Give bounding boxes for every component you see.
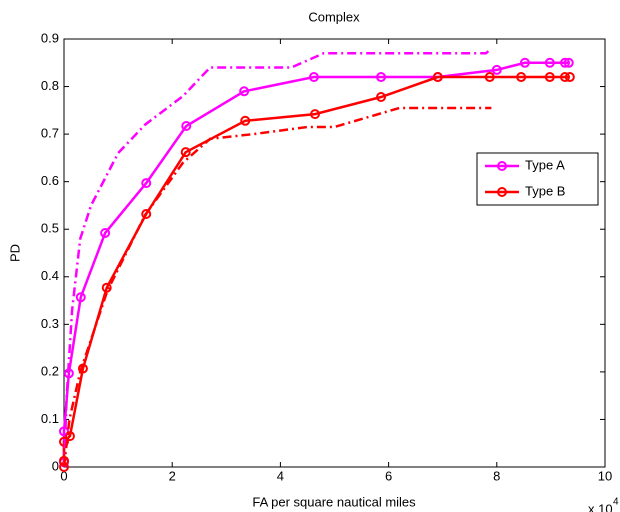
data-point (376, 72, 387, 83)
y-tick-label: 0 (52, 458, 59, 473)
data-point (240, 115, 251, 126)
data-point (181, 121, 192, 132)
y-tick-label: 0.1 (41, 411, 59, 426)
x-scale-base: x 10 (588, 501, 613, 512)
x-tick-label: 6 (385, 468, 392, 483)
data-point (64, 431, 75, 442)
data-point (432, 72, 443, 83)
y-tick-label: 0.8 (41, 78, 59, 93)
data-point (516, 72, 527, 83)
data-point (239, 86, 250, 97)
legend (476, 152, 599, 206)
data-point (59, 426, 69, 437)
data-point (308, 72, 319, 83)
plot-area (63, 38, 606, 468)
y-tick-label: 0.3 (41, 316, 59, 331)
series-line (62, 75, 570, 467)
series-line (62, 61, 569, 463)
data-point (484, 72, 495, 83)
y-tick-label: 0.5 (41, 221, 59, 236)
y-axis-label: PD (7, 244, 22, 262)
data-point (559, 57, 570, 68)
data-point (563, 57, 574, 68)
legend-marker (497, 161, 507, 171)
data-point (559, 72, 570, 83)
x-axis-label: FA per square nautical miles (252, 494, 416, 509)
legend-marker (497, 187, 507, 197)
x-scale-exponent: 4 (613, 497, 619, 508)
series-line (62, 47, 493, 468)
x-tick-label: 4 (277, 468, 284, 483)
y-tick-label: 0.2 (41, 363, 59, 378)
x-tick-label: 8 (493, 468, 500, 483)
y-tick-label: 0.6 (41, 173, 59, 188)
data-point (101, 282, 112, 293)
data-point (100, 228, 111, 239)
data-point (180, 147, 191, 158)
y-tick-label: 0.9 (41, 30, 59, 45)
data-point (77, 363, 88, 374)
legend-label: Type B (525, 183, 565, 198)
x-tick-label: 0 (60, 468, 67, 483)
data-point (141, 209, 152, 220)
y-tick-label: 0.7 (41, 126, 59, 141)
data-point (544, 72, 555, 83)
data-point (310, 109, 321, 120)
data-point (491, 64, 502, 75)
data-point (544, 57, 555, 68)
data-point (519, 57, 530, 68)
data-point (75, 292, 86, 303)
x-tick-label: 10 (598, 468, 612, 483)
data-point (141, 178, 152, 189)
x-tick-label: 2 (169, 468, 176, 483)
data-point (376, 92, 387, 103)
series-line (62, 106, 492, 468)
legend-label: Type A (525, 157, 565, 172)
chart-title: Complex (308, 9, 360, 24)
data-point (564, 72, 575, 83)
y-tick-label: 0.4 (41, 268, 59, 283)
